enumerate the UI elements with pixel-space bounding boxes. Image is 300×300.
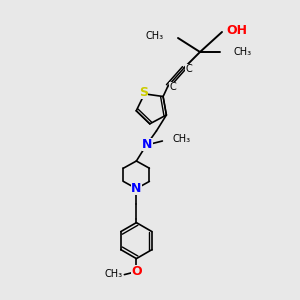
Text: C: C bbox=[185, 64, 192, 74]
Text: C: C bbox=[169, 82, 176, 92]
Text: OH: OH bbox=[226, 23, 247, 37]
Text: O: O bbox=[131, 265, 142, 278]
Text: CH₃: CH₃ bbox=[172, 134, 190, 144]
Text: N: N bbox=[131, 182, 142, 195]
Text: CH₃: CH₃ bbox=[234, 47, 252, 57]
Text: CH₃: CH₃ bbox=[104, 268, 122, 279]
Text: CH₃: CH₃ bbox=[146, 31, 164, 41]
Text: N: N bbox=[142, 137, 153, 151]
Text: S: S bbox=[139, 86, 148, 99]
